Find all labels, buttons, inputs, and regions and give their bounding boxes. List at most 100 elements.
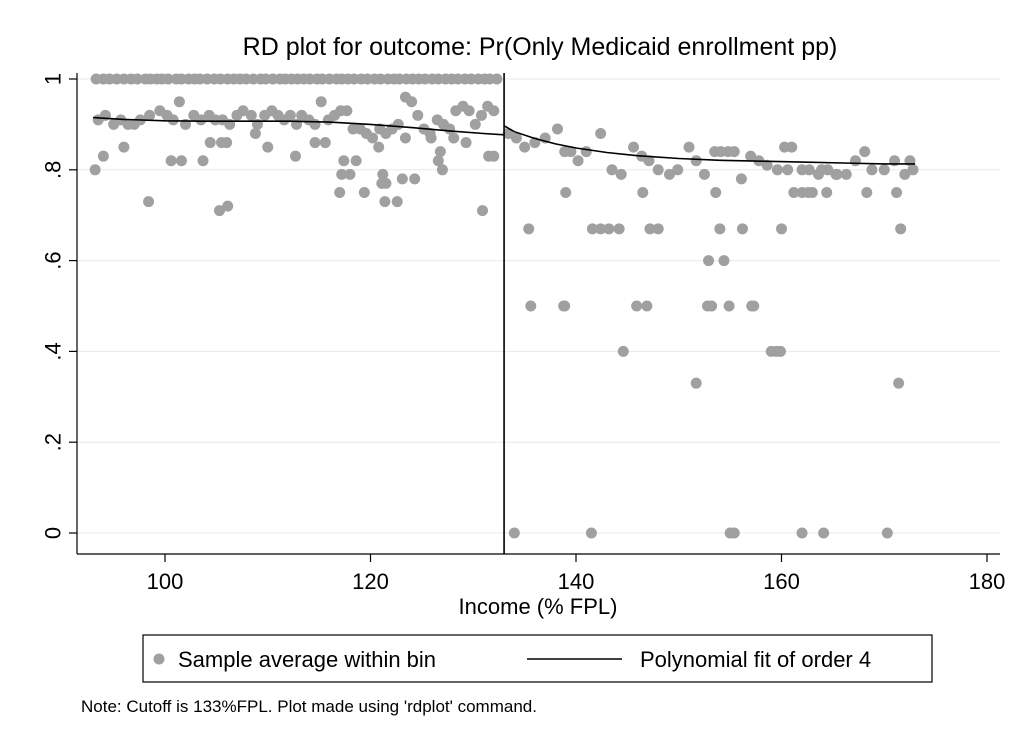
y-tick-label: 0 xyxy=(41,527,66,539)
scatter-point xyxy=(643,155,655,167)
scatter-point xyxy=(334,187,346,198)
scatter-point xyxy=(502,127,514,139)
legend-label-fit: Polynomial fit of order 4 xyxy=(640,647,871,672)
scatter-point xyxy=(336,168,348,180)
scatter-point xyxy=(786,141,798,153)
y-axis-ticks: 0 .2 .4 .6 .8 1 xyxy=(41,73,77,539)
scatter-point xyxy=(476,205,488,217)
x-tick-label: 160 xyxy=(763,569,800,594)
scatter-point xyxy=(881,527,893,539)
scatter-point xyxy=(710,187,722,198)
scatter-point xyxy=(344,168,356,180)
scatter-point xyxy=(907,164,919,176)
scatter-point xyxy=(595,223,607,235)
legend: Sample average within bin Polynomial fit… xyxy=(142,634,933,683)
scatter-point xyxy=(585,527,597,539)
scatter-point xyxy=(508,527,520,539)
scatter-point xyxy=(341,105,353,117)
legend-label-points: Sample average within bin xyxy=(178,647,436,672)
scatter-point xyxy=(683,141,695,153)
scatter-point xyxy=(131,73,143,85)
scatter-point xyxy=(463,105,475,117)
scatter-point xyxy=(425,132,437,144)
scatter-point xyxy=(488,150,500,162)
x-tick-label: 140 xyxy=(558,569,595,594)
scatter-point xyxy=(735,173,747,185)
scatter-point xyxy=(895,223,907,235)
scatter-point xyxy=(736,223,748,235)
scatter-point xyxy=(572,155,584,167)
scatter-point xyxy=(284,109,296,121)
scatter-point xyxy=(358,187,370,198)
scatter-point xyxy=(702,300,714,312)
scatter-point xyxy=(245,109,257,121)
scatter-point xyxy=(249,127,261,139)
scatter-point xyxy=(379,196,391,208)
chart-note: Note: Cutoff is 133%FPL. Plot made using… xyxy=(81,697,537,716)
scatter-point xyxy=(162,73,174,85)
scatter-point xyxy=(519,141,531,153)
scatter-point xyxy=(745,150,757,162)
scatter-point xyxy=(373,141,385,153)
scatter-point xyxy=(309,137,321,149)
scatter-point xyxy=(606,164,618,176)
x-tick-label: 100 xyxy=(147,569,184,594)
chart-title: RD plot for outcome: Pr(Only Medicaid en… xyxy=(243,33,838,61)
scatter-point xyxy=(523,223,535,235)
scatter-point xyxy=(617,345,629,357)
grid-lines xyxy=(77,78,1000,534)
scatter-point xyxy=(771,164,783,176)
x-axis-ticks: 100 120 140 160 180 xyxy=(147,554,1005,594)
scatter-point xyxy=(406,96,418,108)
y-tick-label: .6 xyxy=(41,251,66,269)
scatter-point xyxy=(631,300,643,312)
scatter-point xyxy=(580,146,592,158)
scatter-point xyxy=(262,141,274,153)
scatter-point xyxy=(525,300,537,312)
scatter-point xyxy=(698,168,710,180)
scatter-point xyxy=(831,168,843,180)
scatter-point xyxy=(237,105,249,117)
y-tick-label: .2 xyxy=(41,433,66,451)
fit-line-left xyxy=(93,116,505,136)
scatter-point xyxy=(143,196,155,208)
scatter-point xyxy=(714,223,726,235)
scatter-point xyxy=(615,168,627,180)
scatter-point xyxy=(488,105,500,117)
scatter-point xyxy=(197,155,209,167)
polynomial-fit-lines xyxy=(93,116,916,165)
scatter-point xyxy=(718,255,730,267)
scatter-point xyxy=(399,132,411,144)
scatter-point xyxy=(560,187,572,198)
scatter-point xyxy=(173,96,185,108)
scatter-point xyxy=(746,300,758,312)
scatter-point xyxy=(175,155,187,167)
scatter-point xyxy=(816,164,828,176)
scatter-point xyxy=(761,159,773,171)
scatter-point xyxy=(221,137,233,149)
scatter-point xyxy=(893,377,905,389)
scatter-point xyxy=(672,164,684,176)
scatter-point xyxy=(319,137,331,149)
scatter-point xyxy=(613,223,625,235)
scatter-point xyxy=(376,177,388,189)
x-axis-label: Income (% FPL) xyxy=(459,594,618,619)
scatter-point xyxy=(213,205,225,217)
scatter-point xyxy=(195,114,207,126)
scatter-point xyxy=(165,155,177,167)
scatter-point xyxy=(788,187,800,198)
scatter-point xyxy=(628,141,640,153)
scatter-point xyxy=(204,137,216,149)
scatter-point xyxy=(690,377,702,389)
scatter-point xyxy=(603,223,615,235)
scatter-point xyxy=(97,150,109,162)
scatter-point xyxy=(559,300,571,312)
scatter-point xyxy=(703,255,715,267)
scatter-point xyxy=(866,164,878,176)
scatter-point xyxy=(664,168,676,180)
scatter-point xyxy=(315,96,327,108)
scatter-point xyxy=(782,164,794,176)
scatter-point xyxy=(723,300,735,312)
scatter-point xyxy=(637,187,649,198)
